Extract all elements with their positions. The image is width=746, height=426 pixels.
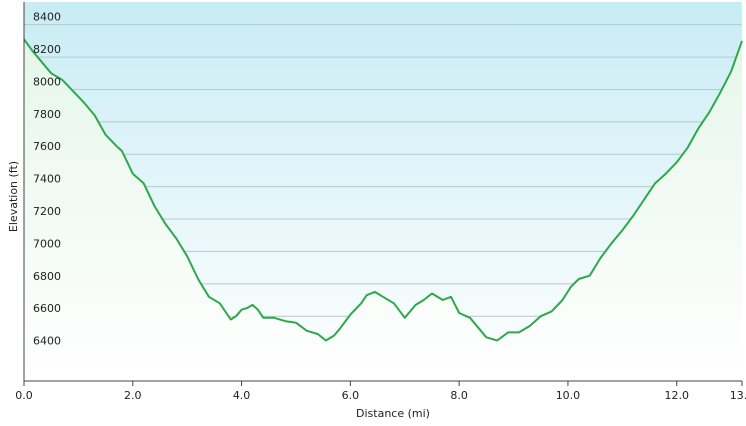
x-axis-title: Distance (mi) bbox=[356, 407, 430, 420]
x-tick-label: 10.0 bbox=[556, 389, 581, 402]
x-tick-layer: 0.0 2.0 4.0 6.0 8.0 10.0 12.0 13.2 bbox=[15, 381, 746, 402]
y-tick-layer: 6400 6600 6800 7000 7200 7400 7600 7800 8000 8200… bbox=[33, 11, 61, 348]
x-tick-label: 12.0 bbox=[664, 389, 689, 402]
x-tick-label: 8.0 bbox=[450, 389, 468, 402]
y-tick-label: 8400 bbox=[33, 11, 61, 24]
y-tick-label: 6800 bbox=[33, 270, 61, 283]
x-tick-label: 6.0 bbox=[342, 389, 360, 402]
y-tick-label: 7600 bbox=[33, 140, 61, 153]
elevation-area-fill bbox=[24, 39, 742, 382]
y-tick-label: 8000 bbox=[33, 75, 61, 88]
y-tick-label: 6600 bbox=[33, 302, 61, 315]
y-tick-label: 8200 bbox=[33, 43, 61, 56]
y-tick-label: 6400 bbox=[33, 335, 61, 348]
axis-layer bbox=[23, 2, 742, 382]
x-tick-label: 2.0 bbox=[124, 389, 142, 402]
y-tick-label: 7400 bbox=[33, 173, 61, 186]
y-tick-label: 7200 bbox=[33, 205, 61, 218]
elevation-line bbox=[23, 38, 743, 342]
x-tick-label: 0.0 bbox=[15, 389, 33, 402]
y-axis-title: Elevation (ft) bbox=[7, 161, 20, 232]
x-tick-label: 13.2 bbox=[730, 389, 746, 402]
x-tick-label: 4.0 bbox=[233, 389, 251, 402]
y-tick-label: 7000 bbox=[33, 237, 61, 250]
y-tick-label: 7800 bbox=[33, 108, 61, 121]
